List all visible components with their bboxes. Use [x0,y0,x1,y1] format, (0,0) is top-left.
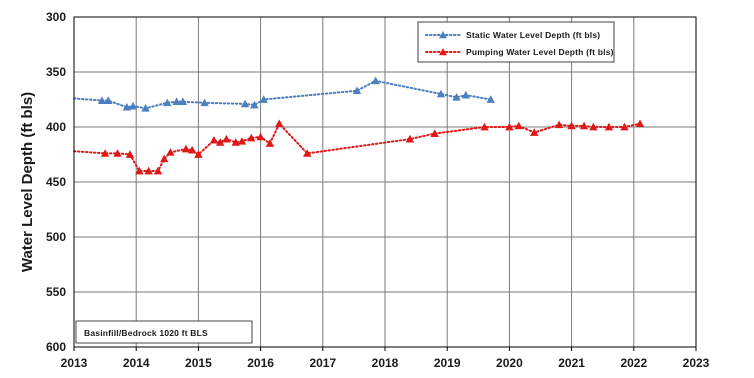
legend-marker-pumping [439,48,447,56]
y-axis-title: Water Level Depth (ft bls) [19,92,36,272]
x-tick-label: 2014 [123,356,150,370]
data-point-pumping [187,145,197,154]
data-point-pumping [231,138,240,146]
data-point-pumping [113,149,122,157]
data-point-pumping [135,166,144,175]
data-point-static [250,100,259,109]
data-point-pumping [159,154,169,163]
x-tick-label: 2021 [558,356,585,370]
legend: Static Water Level Depth (ft bls) Pumping… [417,21,615,63]
y-tick-label: 350 [46,65,66,79]
tick-label-layer: 300 350 400 450 500 550 600 2013 2014 2015 2016 201… [46,10,710,370]
y-tick-label: 550 [46,285,66,299]
data-point-pumping [589,122,598,131]
data-point-static [141,104,150,112]
data-point-pumping [125,150,135,158]
legend-entries: Static Water Level Depth (ft bls) Pumping… [425,30,614,57]
data-point-pumping [635,119,645,128]
annotation-frame [75,320,253,344]
x-tick-label: 2020 [496,356,523,370]
y-tick-label: 300 [46,10,66,24]
annotation-box: Basinfill/Bedrock 1020 ft BLS [75,320,253,344]
data-point-pumping [153,166,163,175]
data-point-static [128,101,138,110]
data-point-static [104,96,113,104]
y-tick-label: 400 [46,120,66,134]
data-point-static [452,93,461,101]
legend-marker-static [439,31,447,39]
data-point-pumping [554,120,564,129]
data-point-pumping [567,121,576,130]
data-point-pumping [181,144,191,153]
legend-label-static: Static Water Level Depth (ft bls) [466,30,600,40]
data-point-pumping [579,121,589,130]
data-point-pumping [144,166,153,175]
data-point-pumping [604,122,614,131]
data-point-pumping [247,133,256,142]
data-point-static [97,96,107,104]
data-point-static [461,90,471,99]
data-point-pumping [303,149,312,157]
data-point-static [486,95,495,103]
data-point-pumping [514,121,523,130]
data-point-static [240,99,250,108]
data-point-static [178,97,188,106]
annotation-text: Basinfill/Bedrock 1020 ft BLS [84,328,208,338]
x-tick-label: 2013 [61,356,88,370]
legend-box [417,21,615,63]
x-tick-label: 2018 [372,356,399,370]
data-point-pumping [530,128,539,136]
x-tick-label: 2015 [185,356,212,370]
y-tick-label: 450 [46,175,66,189]
data-point-static [371,76,380,85]
data-point-pumping [505,122,514,131]
data-point-pumping [222,134,231,143]
data-point-static [436,89,446,98]
x-tick-label: 2022 [620,356,647,370]
data-point-pumping [237,137,247,145]
series-layer [73,76,645,175]
x-tick-label: 2016 [247,356,274,370]
data-point-pumping [430,129,439,137]
data-point-pumping [215,138,225,146]
data-point-pumping [166,148,175,156]
x-tick-label: 2019 [434,356,461,370]
data-point-pumping [100,149,110,157]
data-point-pumping [620,122,629,131]
data-point-pumping [480,122,489,131]
y-tick-label: 500 [46,230,66,244]
data-point-pumping [256,132,265,141]
grid-layer [74,17,696,347]
data-point-static [259,95,268,103]
x-tick-label: 2023 [683,356,710,370]
x-tick-label: 2017 [309,356,336,370]
legend-label-pumping: Pumping Water Level Depth (ft bls) [466,47,614,57]
data-point-static [163,98,172,107]
data-point-pumping [194,150,203,158]
data-point-pumping [265,139,275,147]
data-point-static [200,98,209,107]
data-point-static [122,103,132,111]
data-point-pumping [405,134,415,143]
data-point-static [352,86,362,95]
y-tick-label: 600 [46,340,66,354]
data-point-static [172,97,181,106]
data-point-pumping [275,119,284,128]
data-point-pumping [209,136,219,144]
